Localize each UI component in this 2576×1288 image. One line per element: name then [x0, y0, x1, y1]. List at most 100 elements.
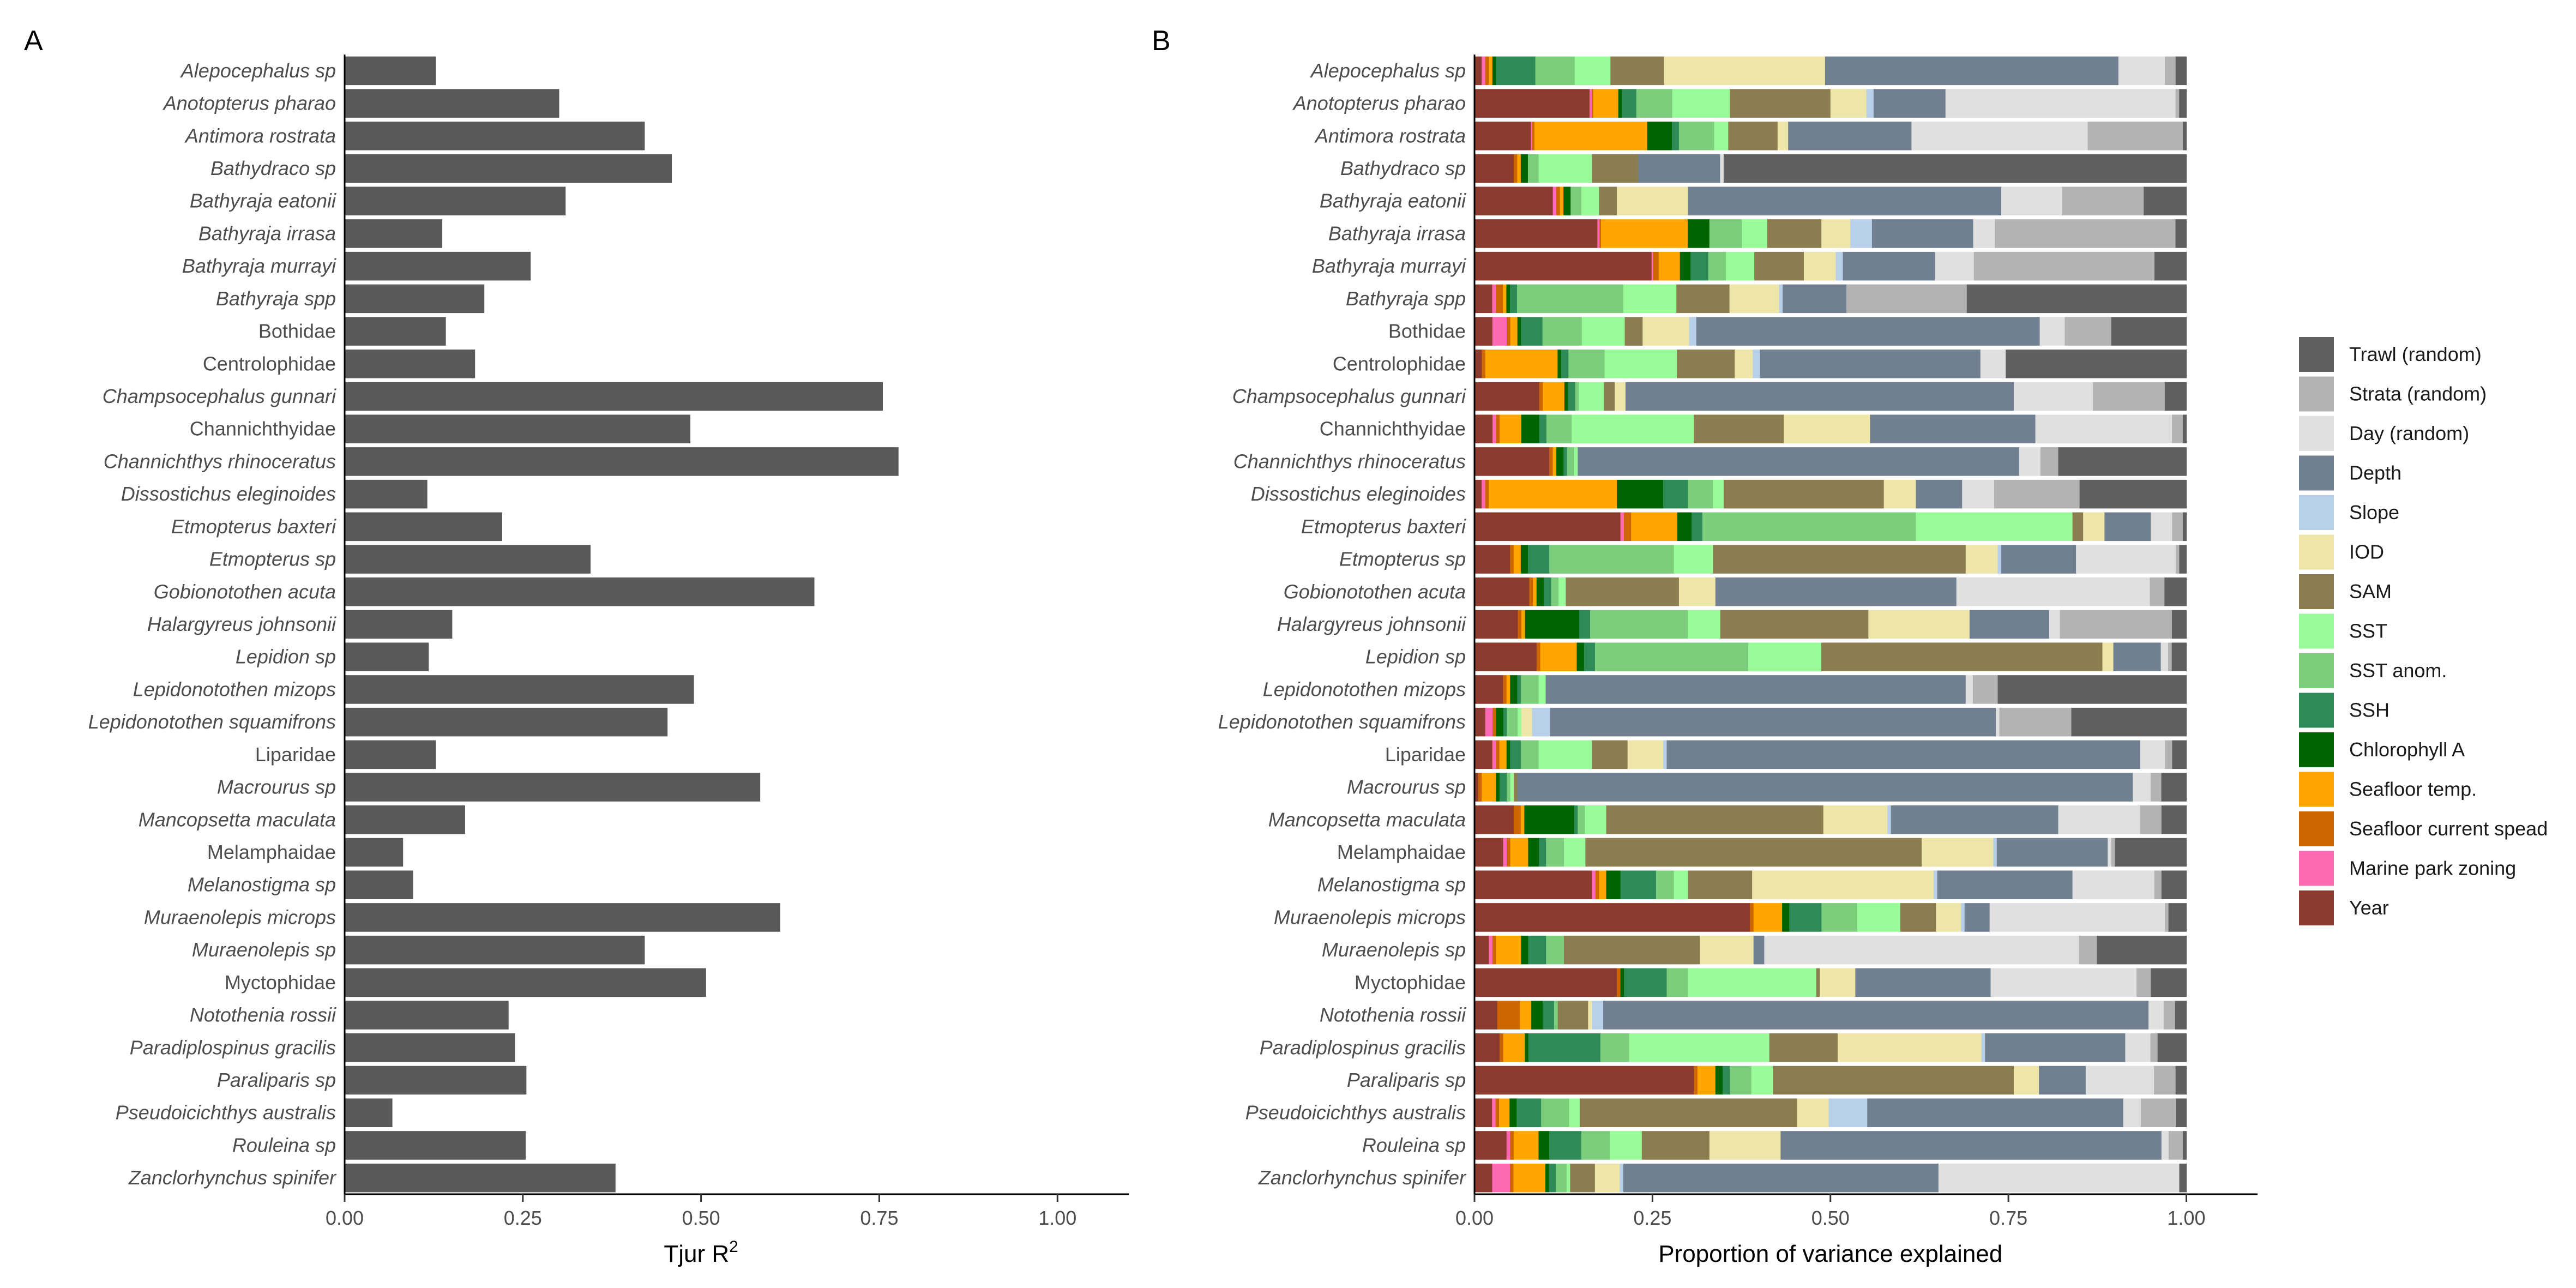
legend-label: Seafloor current spead	[2349, 817, 2548, 840]
panel-a-category-label: Bathyraja eatonii	[190, 190, 336, 212]
panel-b-category-label: Channichthys rhinoceratus	[1233, 450, 1466, 472]
segment-trawl-random	[2144, 186, 2187, 215]
legend-swatch	[2299, 376, 2334, 412]
segment-day-random	[2160, 642, 2169, 671]
panel-b-category-label: Etmopterus sp	[1339, 548, 1466, 570]
segment-sst-anom	[1666, 968, 1689, 997]
panel-a-x-tick-label: 0.50	[682, 1207, 720, 1229]
panel-a-category-label: Channichthyidae	[190, 418, 336, 440]
legend-item: IOD	[2299, 534, 2384, 570]
panel-b-category-label: Bathyraja irrasa	[1328, 222, 1466, 244]
segment-trawl-random	[2071, 707, 2187, 737]
panel-b-category-label: Lepidonotothen mizops	[1263, 678, 1466, 700]
legend-label: Year	[2349, 896, 2389, 919]
panel-b-category-label: Paraliparis sp	[1347, 1069, 1466, 1091]
segment-sam	[1641, 1131, 1710, 1160]
segment-sst-anom	[1507, 773, 1511, 802]
segment-trawl-random	[2182, 1131, 2187, 1160]
segment-year	[1474, 1033, 1500, 1062]
segment-strata-random	[1973, 251, 2155, 281]
segment-ssh	[1789, 903, 1822, 932]
segment-seafloor-temp	[1485, 350, 1558, 378]
legend-swatch	[2299, 890, 2334, 925]
segment-strata-random	[2093, 382, 2165, 411]
legend-label: Seafloor temp.	[2349, 778, 2477, 801]
segment-iod	[1883, 479, 1916, 509]
segment-year	[1474, 317, 1493, 346]
segment-depth	[1550, 707, 1996, 737]
panel-a-x-axis-title: Tjur R2	[664, 1238, 738, 1267]
segment-sst	[1538, 740, 1592, 769]
segment-sst	[1538, 154, 1592, 183]
segment-sst-anom	[1688, 479, 1713, 509]
legend-swatch	[2299, 455, 2334, 491]
segment-depth	[1870, 414, 2036, 443]
bar-a-5	[345, 219, 443, 248]
segment-day-random	[2035, 414, 2172, 443]
bar-a-23	[345, 805, 465, 834]
segment-seafloor-temp	[1543, 382, 1565, 411]
segment-depth	[1783, 284, 1847, 314]
segment-marine-park-zoning	[1485, 707, 1493, 737]
segment-sam	[1564, 935, 1700, 965]
bar-a-32	[345, 1098, 393, 1127]
segment-sst-anom	[1541, 1098, 1570, 1127]
segment-chlorophyll-a	[1647, 122, 1672, 151]
segment-day-random	[1980, 350, 2006, 378]
segment-day-random	[2001, 186, 2062, 215]
segment-depth	[1825, 56, 2119, 86]
segment-day-random	[2076, 545, 2176, 574]
segment-strata-random	[2062, 186, 2144, 215]
segment-sam	[1599, 186, 1617, 215]
segment-sst-anom	[1570, 186, 1582, 215]
legend-item: SST anom.	[2299, 653, 2447, 688]
legend-swatch	[2299, 416, 2334, 451]
panel-b-stacked-bar-chart: Alepocephalus sp Anotopterus pharao Antimo…	[1218, 55, 2258, 1267]
bar-a-7	[345, 284, 485, 314]
segment-sst	[1569, 1098, 1580, 1127]
segment-seafloor-temp	[1503, 1033, 1525, 1062]
segment-sst-anom	[1546, 414, 1572, 443]
segment-marine-park-zoning	[1492, 1163, 1510, 1193]
segment-sst-anom	[1821, 903, 1858, 932]
panel-b-x-axis-title: Proportion of variance explained	[1658, 1241, 2002, 1267]
segment-sam	[1713, 545, 1966, 574]
segment-sst-anom	[1730, 1066, 1752, 1095]
segment-strata-random	[2040, 447, 2059, 476]
segment-sst-anom	[1535, 56, 1575, 86]
segment-sam	[1723, 479, 1885, 509]
panel-a-category-label: Paradiplospinus gracilis	[130, 1036, 336, 1058]
segment-year	[1474, 251, 1652, 281]
segment-seafloor-temp	[1489, 479, 1617, 509]
segment-strata-random	[2168, 1131, 2183, 1160]
legend-swatch	[2299, 534, 2334, 570]
segment-sst	[1566, 1163, 1570, 1193]
segment-sam	[1728, 122, 1778, 151]
legend-label: Marine park zoning	[2349, 857, 2516, 880]
segment-slope	[1592, 1001, 1604, 1030]
legend-item: Trawl (random)	[2299, 337, 2482, 372]
segment-chlorophyll-a	[1617, 479, 1664, 509]
bar-a-18	[345, 642, 429, 671]
segment-chlorophyll-a	[1528, 838, 1539, 867]
segment-trawl-random	[2175, 219, 2187, 248]
segment-ssh	[1503, 707, 1507, 737]
segment-sam	[1514, 773, 1518, 802]
segment-sst-anom	[1546, 838, 1564, 867]
segment-year	[1474, 675, 1503, 704]
legend-label: Chlorophyll A	[2349, 738, 2465, 761]
panel-a-category-label: Liparidae	[255, 743, 336, 766]
segment-day-random	[2072, 870, 2155, 899]
legend-item: SAM	[2299, 574, 2392, 609]
panel-b-category-label: Bathydraco sp	[1340, 157, 1466, 179]
legend-swatch	[2299, 811, 2334, 846]
segment-sst	[1674, 870, 1689, 899]
segment-seafloor-temp	[1513, 1163, 1546, 1193]
segment-depth	[1937, 870, 2073, 899]
segment-trawl-random	[2161, 870, 2187, 899]
segment-sst	[1604, 350, 1677, 378]
segment-seafloor-temp	[1510, 317, 1518, 346]
legend-swatch	[2299, 337, 2334, 372]
segment-trawl-random	[1966, 284, 2187, 314]
segment-seafloor-temp	[1631, 512, 1678, 541]
